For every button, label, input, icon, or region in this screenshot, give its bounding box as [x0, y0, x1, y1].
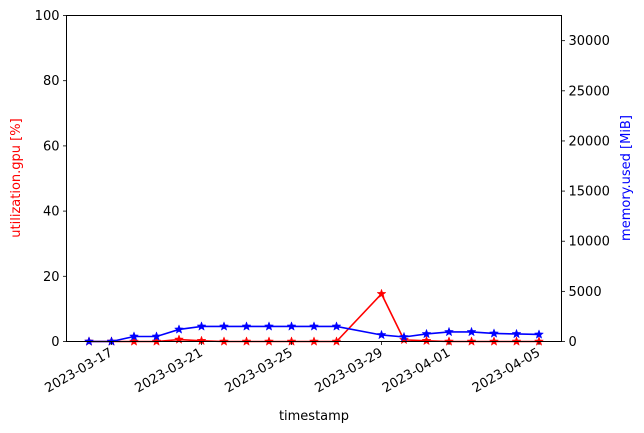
y-left-tick-label: 60	[43, 139, 60, 154]
y-right-tick-label: 10000	[569, 235, 610, 250]
x-tick-label: 2023-03-29	[313, 345, 386, 396]
x-tick-label: 2023-03-17	[43, 345, 116, 396]
data-point-right	[151, 331, 162, 341]
y-left-tick-label: 100	[35, 9, 60, 24]
x-axis-label: timestamp	[279, 409, 349, 424]
data-point-right	[376, 329, 387, 340]
y-right-tick-label: 0	[569, 335, 577, 350]
ticks-layer: 0 20 40 60 80 100 0 5000 10000 15000 20000 25000 300…	[35, 9, 610, 396]
y-right-tick-label: 30000	[569, 34, 610, 49]
data-point-right	[398, 331, 410, 342]
data-point-right	[488, 328, 500, 338]
data-point-right	[241, 321, 252, 331]
data-point-right	[331, 321, 342, 331]
x-tick-label: 2023-03-21	[133, 345, 206, 396]
data-point-right	[286, 321, 297, 331]
data-point-right	[308, 321, 320, 331]
y-left-tick-label: 0	[51, 335, 59, 350]
y-right-tick-label: 5000	[569, 285, 602, 300]
data-point-right	[511, 328, 522, 339]
data-point-right	[443, 326, 455, 337]
data-point-right	[421, 328, 432, 339]
y-axis-right-label: memory.used [MiB]	[619, 115, 634, 241]
plot-frame	[66, 15, 562, 342]
data-point-left	[173, 334, 185, 344]
data-point-right	[466, 326, 477, 337]
y-left-tick-label: 80	[43, 74, 60, 89]
data-point-right	[196, 321, 207, 331]
data-point-right	[263, 321, 275, 331]
x-tick-label: 2023-03-25	[223, 345, 296, 396]
y-right-tick-label: 20000	[569, 134, 610, 149]
data-point-right	[218, 321, 230, 331]
data-point-right	[173, 324, 185, 334]
data-point-right	[533, 329, 545, 339]
y-left-tick-label: 40	[43, 205, 60, 220]
y-right-tick-label: 25000	[569, 84, 610, 99]
data-point-right	[128, 331, 140, 341]
series-layer	[83, 288, 545, 346]
x-tick-label: 2023-04-05	[470, 345, 543, 396]
y-right-tick-label: 15000	[569, 185, 610, 200]
data-point-left	[421, 335, 432, 346]
y-axis-left-label: utilization.gpu [%]	[9, 118, 24, 237]
y-left-tick-label: 20	[43, 270, 60, 285]
x-tick-label: 2023-04-01	[380, 345, 453, 396]
data-point-left	[376, 288, 387, 299]
